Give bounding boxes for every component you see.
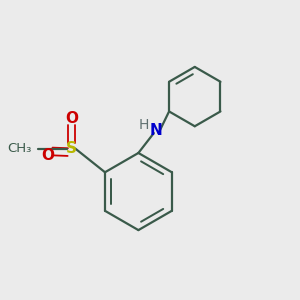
Text: O: O xyxy=(65,111,78,126)
Text: H: H xyxy=(139,118,149,132)
Text: O: O xyxy=(41,148,54,163)
Text: S: S xyxy=(66,141,77,156)
Text: N: N xyxy=(150,123,163,138)
Text: CH₃: CH₃ xyxy=(7,142,31,155)
